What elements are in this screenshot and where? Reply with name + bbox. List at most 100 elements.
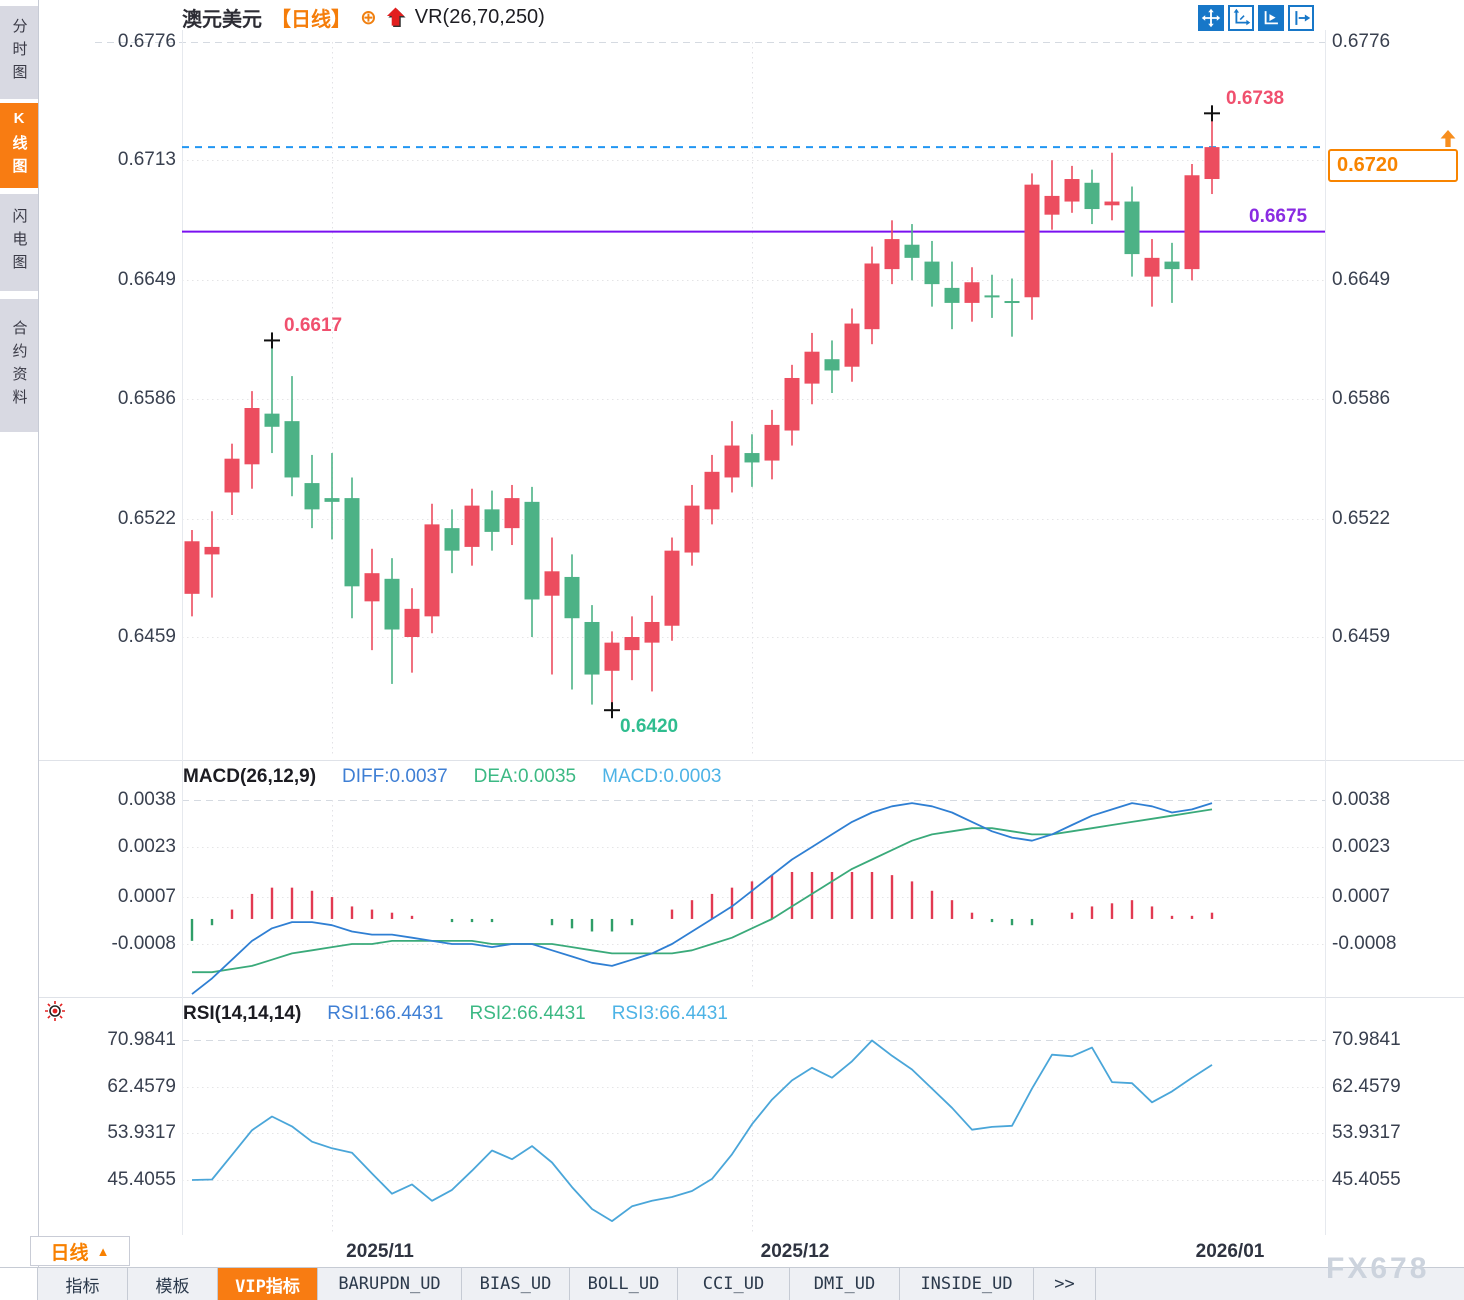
- candle-body: [1064, 179, 1080, 202]
- price-axis-label-right: 0.6522: [1332, 507, 1391, 529]
- candle-body: [244, 408, 260, 465]
- candle-body: [1204, 147, 1220, 180]
- price-axis-label-left: 0.6586: [117, 387, 176, 409]
- symbol-title: 澳元美元: [182, 8, 262, 31]
- time-axis-label: 2025/12: [760, 1241, 830, 1262]
- rsi-axis-label-right: 62.4579: [1332, 1075, 1401, 1097]
- sidebar-item-1[interactable]: K线图: [0, 103, 38, 188]
- period-selector-label: 日线: [50, 1242, 89, 1264]
- candle-body: [1164, 261, 1180, 270]
- sidebar-item-3[interactable]: 合约资料: [0, 299, 38, 432]
- candle-body: [344, 498, 360, 587]
- candle-body: [204, 546, 220, 555]
- time-axis-strip: [39, 1235, 1464, 1267]
- candle-body: [704, 471, 720, 510]
- candle-body: [1104, 201, 1120, 206]
- candle-body: [724, 445, 740, 478]
- rsi-axis-label-left: 53.9317: [107, 1122, 176, 1144]
- candle-body: [644, 621, 660, 643]
- up-triangle-icon: ▲: [96, 1243, 110, 1259]
- tab-3[interactable]: BARUPDN_UD: [318, 1268, 462, 1300]
- candle-body: [784, 377, 800, 431]
- candle-body: [224, 458, 240, 493]
- price-axis-label-right: 0.6459: [1332, 626, 1391, 647]
- candle-body: [1024, 184, 1040, 298]
- time-axis-label: 2026/01: [1195, 1241, 1265, 1262]
- recent-high-annotation: 0.6738: [1226, 88, 1285, 109]
- support-level-label: 0.6675: [1249, 206, 1308, 227]
- sidebar-item-0[interactable]: 分时图: [0, 6, 38, 99]
- rsi-axis-label-left: 45.4055: [107, 1169, 176, 1190]
- tab-spacer: [0, 1268, 38, 1300]
- candle-body: [884, 239, 900, 270]
- chart-header: 澳元美元 【日线】 ⊕ VR(26,70,250): [182, 4, 545, 31]
- rsi-axis-label-left: 62.4579: [107, 1075, 176, 1097]
- sidebar-item-2[interactable]: 闪电图: [0, 194, 38, 291]
- macd-axis-label-right: -0.0008: [1332, 933, 1397, 954]
- tab-0[interactable]: 指标: [38, 1268, 128, 1300]
- macd-axis-label-right: 0.0007: [1332, 886, 1391, 908]
- macd-dea-readout: DEA:0.0035: [473, 766, 577, 787]
- candle-body: [604, 642, 620, 671]
- rsi1-readout: RSI1:66.4431: [327, 1003, 444, 1024]
- up-arrow-icon: [386, 6, 406, 28]
- price-axis-label-right: 0.6586: [1332, 387, 1391, 409]
- tab-4[interactable]: BIAS_UD: [462, 1268, 570, 1300]
- tab-6[interactable]: CCI_UD: [678, 1268, 790, 1300]
- macd-title: MACD(26,12,9): [183, 766, 317, 787]
- candle-body: [484, 509, 500, 532]
- pan-icon[interactable]: [1198, 5, 1224, 31]
- rsi-axis-label-right: 45.4055: [1332, 1169, 1401, 1190]
- indicator-tab-bar: 指标 模板 VIP指标 BARUPDN_UD BIAS_UD BOLL_UD CCI_UD D…: [0, 1267, 1464, 1300]
- rsi-title-row: RSI(14,14,14) RSI1:66.4431 RSI2:66.4431 …: [183, 1003, 728, 1025]
- candle-body: [464, 505, 480, 547]
- candle-body: [444, 528, 460, 551]
- watermark: FX678: [1326, 1252, 1430, 1285]
- candle-body: [824, 359, 840, 371]
- candle-body: [664, 550, 680, 626]
- rsi-axis-label-right: 70.9841: [1332, 1029, 1401, 1050]
- indicator-settings-icon[interactable]: [44, 1000, 66, 1027]
- candle-body: [624, 637, 640, 651]
- candle-body: [424, 524, 440, 617]
- candle-body: [1144, 257, 1160, 277]
- rsi-title: RSI(14,14,14): [183, 1003, 302, 1024]
- scale-axes-icon[interactable]: [1228, 5, 1254, 31]
- rsi2-readout: RSI2:66.4431: [469, 1003, 586, 1024]
- tab-5[interactable]: BOLL_UD: [570, 1268, 678, 1300]
- price-axis-label-right: 0.6776: [1332, 31, 1391, 52]
- vr-indicator-label: VR(26,70,250): [414, 5, 545, 28]
- tab-1[interactable]: 模板: [128, 1268, 218, 1300]
- candle-body: [504, 498, 520, 529]
- period-tag[interactable]: 【日线】: [271, 8, 351, 31]
- macd-axis-label-left: 0.0007: [117, 886, 176, 908]
- candle-body: [364, 573, 380, 602]
- swing-high-annotation: 0.6617: [284, 315, 343, 336]
- candle-body: [1124, 201, 1140, 255]
- candle-body: [184, 541, 200, 594]
- candle-body: [944, 287, 960, 303]
- period-selector-button[interactable]: 日线 ▲: [30, 1236, 130, 1266]
- candle-body: [404, 608, 420, 637]
- tab-7[interactable]: DMI_UD: [790, 1268, 900, 1300]
- macd-diff-readout: DIFF:0.0037: [342, 766, 448, 787]
- candle-body: [304, 483, 320, 510]
- candle-body: [804, 351, 820, 384]
- candle-body: [864, 263, 880, 330]
- rsi3-readout: RSI3:66.4431: [611, 1003, 728, 1024]
- candle-body: [904, 244, 920, 258]
- candle-body: [764, 424, 780, 461]
- candle-body: [284, 421, 300, 478]
- price-up-arrow-icon: [1440, 130, 1456, 152]
- candle-body: [744, 453, 760, 463]
- candle-body: [1004, 301, 1020, 304]
- tab-8[interactable]: INSIDE_UD: [900, 1268, 1034, 1300]
- macd-axis-label-left: 0.0038: [117, 789, 176, 810]
- tab-9[interactable]: >>: [1034, 1268, 1096, 1300]
- macd-axis-label-right: 0.0023: [1332, 835, 1391, 857]
- add-indicator-icon[interactable]: ⊕: [360, 6, 377, 29]
- auto-scale-icon[interactable]: [1258, 5, 1284, 31]
- shift-right-icon[interactable]: [1288, 5, 1314, 31]
- tab-2[interactable]: VIP指标: [218, 1268, 318, 1300]
